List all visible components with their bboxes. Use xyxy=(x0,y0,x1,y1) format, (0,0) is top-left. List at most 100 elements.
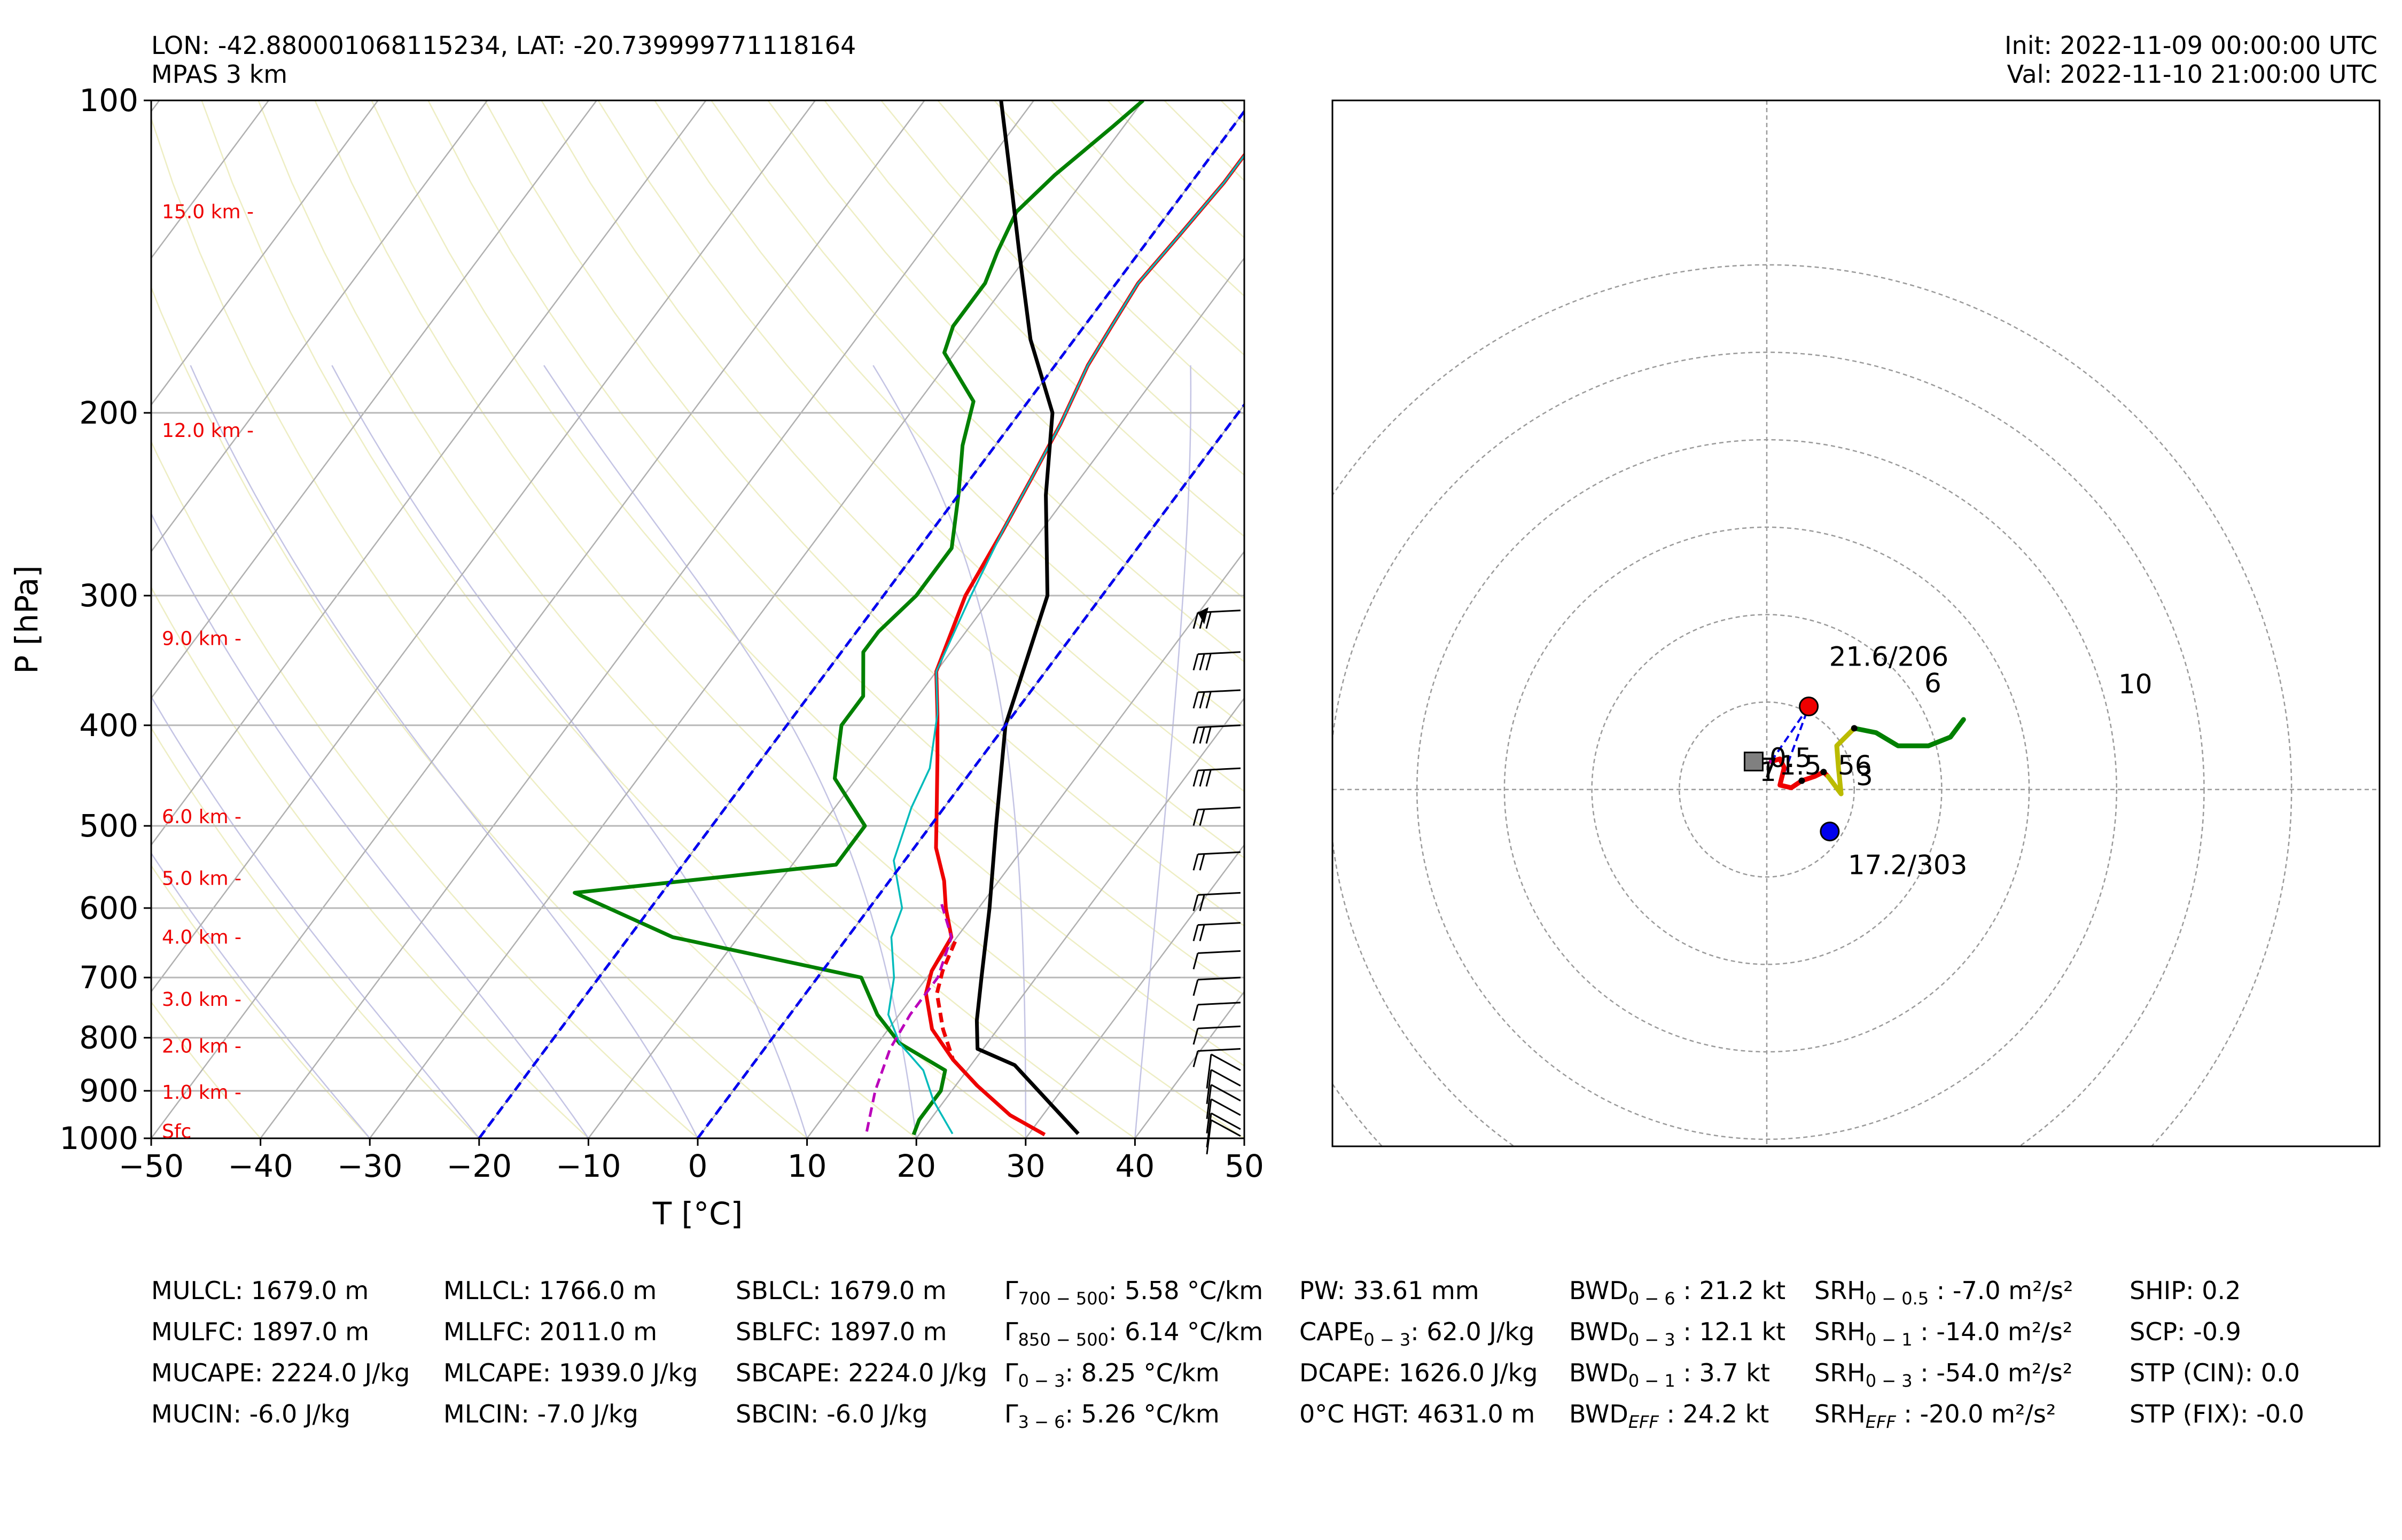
dry-adiabat-line xyxy=(1220,100,1244,124)
dry-adiabat-line xyxy=(654,100,1244,727)
param-subscript: 0 − 6 xyxy=(1628,1288,1675,1309)
wind-barb xyxy=(1192,950,1241,970)
header-left: LON: -42.880001068115234, LAT: -20.73999… xyxy=(151,31,856,89)
x-tick-label: −20 xyxy=(447,1148,512,1184)
y-tick-label: 1000 xyxy=(59,1120,138,1156)
param-stp-fix: STP (FIX): -0.0 xyxy=(2130,1400,2304,1428)
isotherm-line xyxy=(151,100,707,846)
param-name: SRH xyxy=(1814,1358,1866,1387)
x-tick-label: −30 xyxy=(337,1148,402,1184)
y-tick-label: 600 xyxy=(79,890,138,926)
hodograph-height-label: 56 xyxy=(1838,750,1872,781)
height-label: 5.0 km - xyxy=(162,868,241,890)
param-name: SRH xyxy=(1814,1400,1866,1428)
dry-adiabat-line xyxy=(371,100,1244,1067)
param-name: PW: 33.61 mm xyxy=(1299,1276,1479,1305)
dry-adiabat-line xyxy=(767,100,1244,600)
height-label: 1.0 km - xyxy=(162,1082,241,1104)
param-column-composite: SHIP: 0.2 SCP: -0.9 STP (CIN): 0.0 STP (… xyxy=(2130,1270,2304,1435)
wind-barb xyxy=(1192,976,1241,996)
param-name: Γ xyxy=(1004,1317,1018,1346)
x-tick-label: 50 xyxy=(1225,1148,1264,1184)
dry-adiabat-line xyxy=(201,100,1026,1138)
param-value: : 12.1 kt xyxy=(1675,1317,1786,1346)
isotherm-line xyxy=(151,100,488,553)
param-subscript: EFF xyxy=(1865,1412,1896,1432)
param-row: Γ0 − 3: 8.25 °C/km xyxy=(1004,1353,1263,1394)
param-mllfc: MLLFC: 2011.0 m xyxy=(443,1317,658,1346)
param-ship: SHIP: 0.2 xyxy=(2130,1276,2241,1305)
wind-barb xyxy=(1206,1112,1241,1148)
param-column-moisture: PW: 33.61 mm CAPE0 − 3: 62.0 J/kg DCAPE: 1… xyxy=(1299,1270,1538,1435)
param-column-shear: BWD0 − 6 : 21.2 kt BWD0 − 3 : 12.1 kt BWD0… xyxy=(1569,1270,1785,1435)
isotherm-line xyxy=(1134,990,1244,1138)
dry-adiabat-line xyxy=(151,586,589,1138)
param-row: BWD0 − 3 : 12.1 kt xyxy=(1569,1311,1785,1353)
dry-adiabat-line xyxy=(597,100,1244,793)
isotherm-line xyxy=(1243,1137,1244,1138)
moist-adiabat-line xyxy=(151,512,589,1138)
param-row: 0°C HGT: 4631.0 m xyxy=(1299,1394,1538,1435)
param-row: BWD0 − 6 : 21.2 kt xyxy=(1569,1270,1785,1311)
x-tick-label: −40 xyxy=(228,1148,293,1184)
x-tick-label: 40 xyxy=(1115,1148,1155,1184)
y-tick-label: 300 xyxy=(79,577,138,614)
hodo-0-3km-trace xyxy=(1768,756,1831,791)
dry-adiabat-line xyxy=(1107,100,1244,239)
y-tick-label: 100 xyxy=(79,82,138,119)
param-value: : 6.14 °C/km xyxy=(1108,1317,1264,1346)
param-value: : -14.0 m²/s² xyxy=(1912,1317,2073,1346)
param-row: Γ3 − 6: 5.26 °C/km xyxy=(1004,1394,1263,1435)
x-tick-label: 10 xyxy=(787,1148,827,1184)
moist-adiabat-line xyxy=(1134,365,1192,1138)
param-mulfc: MULFC: 1897.0 m xyxy=(151,1317,370,1346)
param-value: : 5.58 °C/km xyxy=(1108,1276,1264,1305)
param-subscript: 700 − 500 xyxy=(1018,1288,1109,1309)
virtual-temperature-line xyxy=(887,153,1244,1135)
moist-adiabat-line xyxy=(331,365,808,1138)
dry-adiabat-line xyxy=(994,100,1244,356)
x-axis-label: T [°C] xyxy=(652,1195,743,1232)
wind-barb xyxy=(1192,922,1241,942)
dry-adiabat-line xyxy=(1164,100,1244,182)
param-name: Γ xyxy=(1004,1400,1018,1428)
param-name: BWD xyxy=(1569,1276,1628,1305)
dry-adiabat-line xyxy=(1050,100,1244,297)
param-sblfc: SBLFC: 1897.0 m xyxy=(736,1317,947,1346)
height-label: 15.0 km - xyxy=(162,201,254,223)
param-column-lapse: Γ700 − 500: 5.58 °C/km Γ850 − 500: 6.14 °… xyxy=(1004,1270,1263,1435)
moist-adiabat-line xyxy=(872,365,1027,1138)
param-subscript: 0 − 3 xyxy=(1018,1371,1065,1391)
hodo-3-6km-trace xyxy=(1826,725,1857,796)
param-stp-cin: STP (CIN): 0.0 xyxy=(2130,1358,2300,1387)
param-row: Γ850 − 500: 6.14 °C/km xyxy=(1004,1311,1263,1353)
hodograph-height-label: 1.5 xyxy=(1779,750,1822,781)
dry-adiabat-line xyxy=(824,100,1244,537)
wind-barbs xyxy=(1192,607,1241,1154)
dry-adiabat-line xyxy=(151,726,480,1138)
wind-barb xyxy=(1192,607,1241,629)
height-label: 6.0 km - xyxy=(162,806,241,828)
isotherm-line xyxy=(151,100,597,700)
y-tick-label: 800 xyxy=(79,1020,138,1056)
dry-adiabat-line xyxy=(151,116,917,1138)
isotherm-line xyxy=(151,100,816,993)
y-tick-label: 700 xyxy=(79,959,138,996)
height-label: 9.0 km - xyxy=(162,628,241,650)
param-name: Γ xyxy=(1004,1358,1018,1387)
isotherm-line xyxy=(588,257,1244,1138)
param-subscript: 850 − 500 xyxy=(1018,1330,1109,1350)
param-value: : 24.2 kt xyxy=(1658,1400,1769,1428)
param-name: SRH xyxy=(1814,1276,1866,1305)
isotherm-line xyxy=(151,100,379,406)
init-time-label: Init: 2022-11-09 00:00:00 UTC xyxy=(2004,31,2377,60)
param-name: Γ xyxy=(1004,1276,1018,1305)
dry-adiabat-line xyxy=(711,100,1244,663)
height-label: 4.0 km - xyxy=(162,926,241,948)
param-subscript: 3 − 6 xyxy=(1018,1412,1065,1432)
isotherm-line xyxy=(260,100,1035,1138)
param-mulcl: MULCL: 1679.0 m xyxy=(151,1276,369,1305)
param-value: : 5.26 °C/km xyxy=(1065,1400,1220,1428)
height-label: 2.0 km - xyxy=(162,1035,241,1057)
param-column-mu: MULCL: 1679.0 m MULFC: 1897.0 m MUCAPE: … xyxy=(151,1270,410,1435)
